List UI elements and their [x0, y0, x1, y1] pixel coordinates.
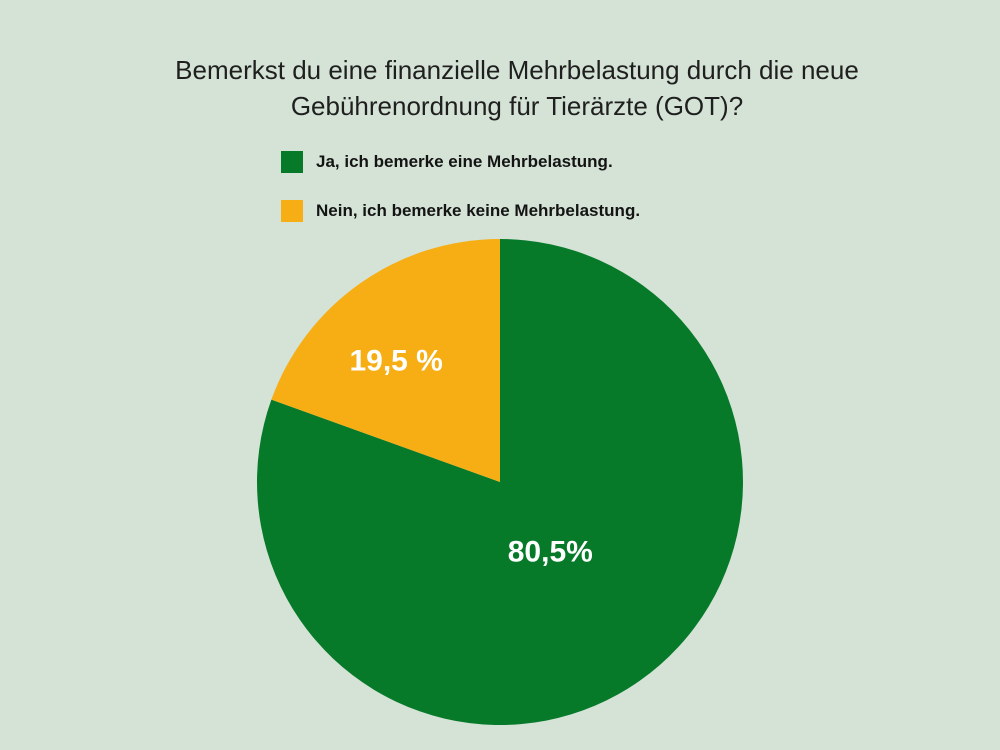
- legend-swatch-nein: [281, 200, 303, 222]
- chart-title: Bemerkst du eine finanzielle Mehrbelastu…: [175, 55, 859, 121]
- pie-slice-label-1: 19,5 %: [349, 345, 442, 378]
- legend-item-ja: Ja, ich bemerke eine Mehrbelastung.: [281, 150, 640, 174]
- legend-label-nein: Nein, ich bemerke keine Mehrbelastung.: [316, 201, 641, 220]
- legend-label-ja: Ja, ich bemerke eine Mehrbelastung.: [316, 152, 613, 171]
- pie-slice-1: [271, 239, 500, 482]
- legend: Ja, ich bemerke eine Mehrbelastung. Nein…: [281, 150, 640, 248]
- legend-swatch-ja: [281, 151, 303, 173]
- pie-slice-0: [257, 239, 743, 726]
- legend-item-nein: Nein, ich bemerke keine Mehrbelastung.: [281, 199, 640, 223]
- pie-slice-label-0: 80,5%: [508, 535, 593, 568]
